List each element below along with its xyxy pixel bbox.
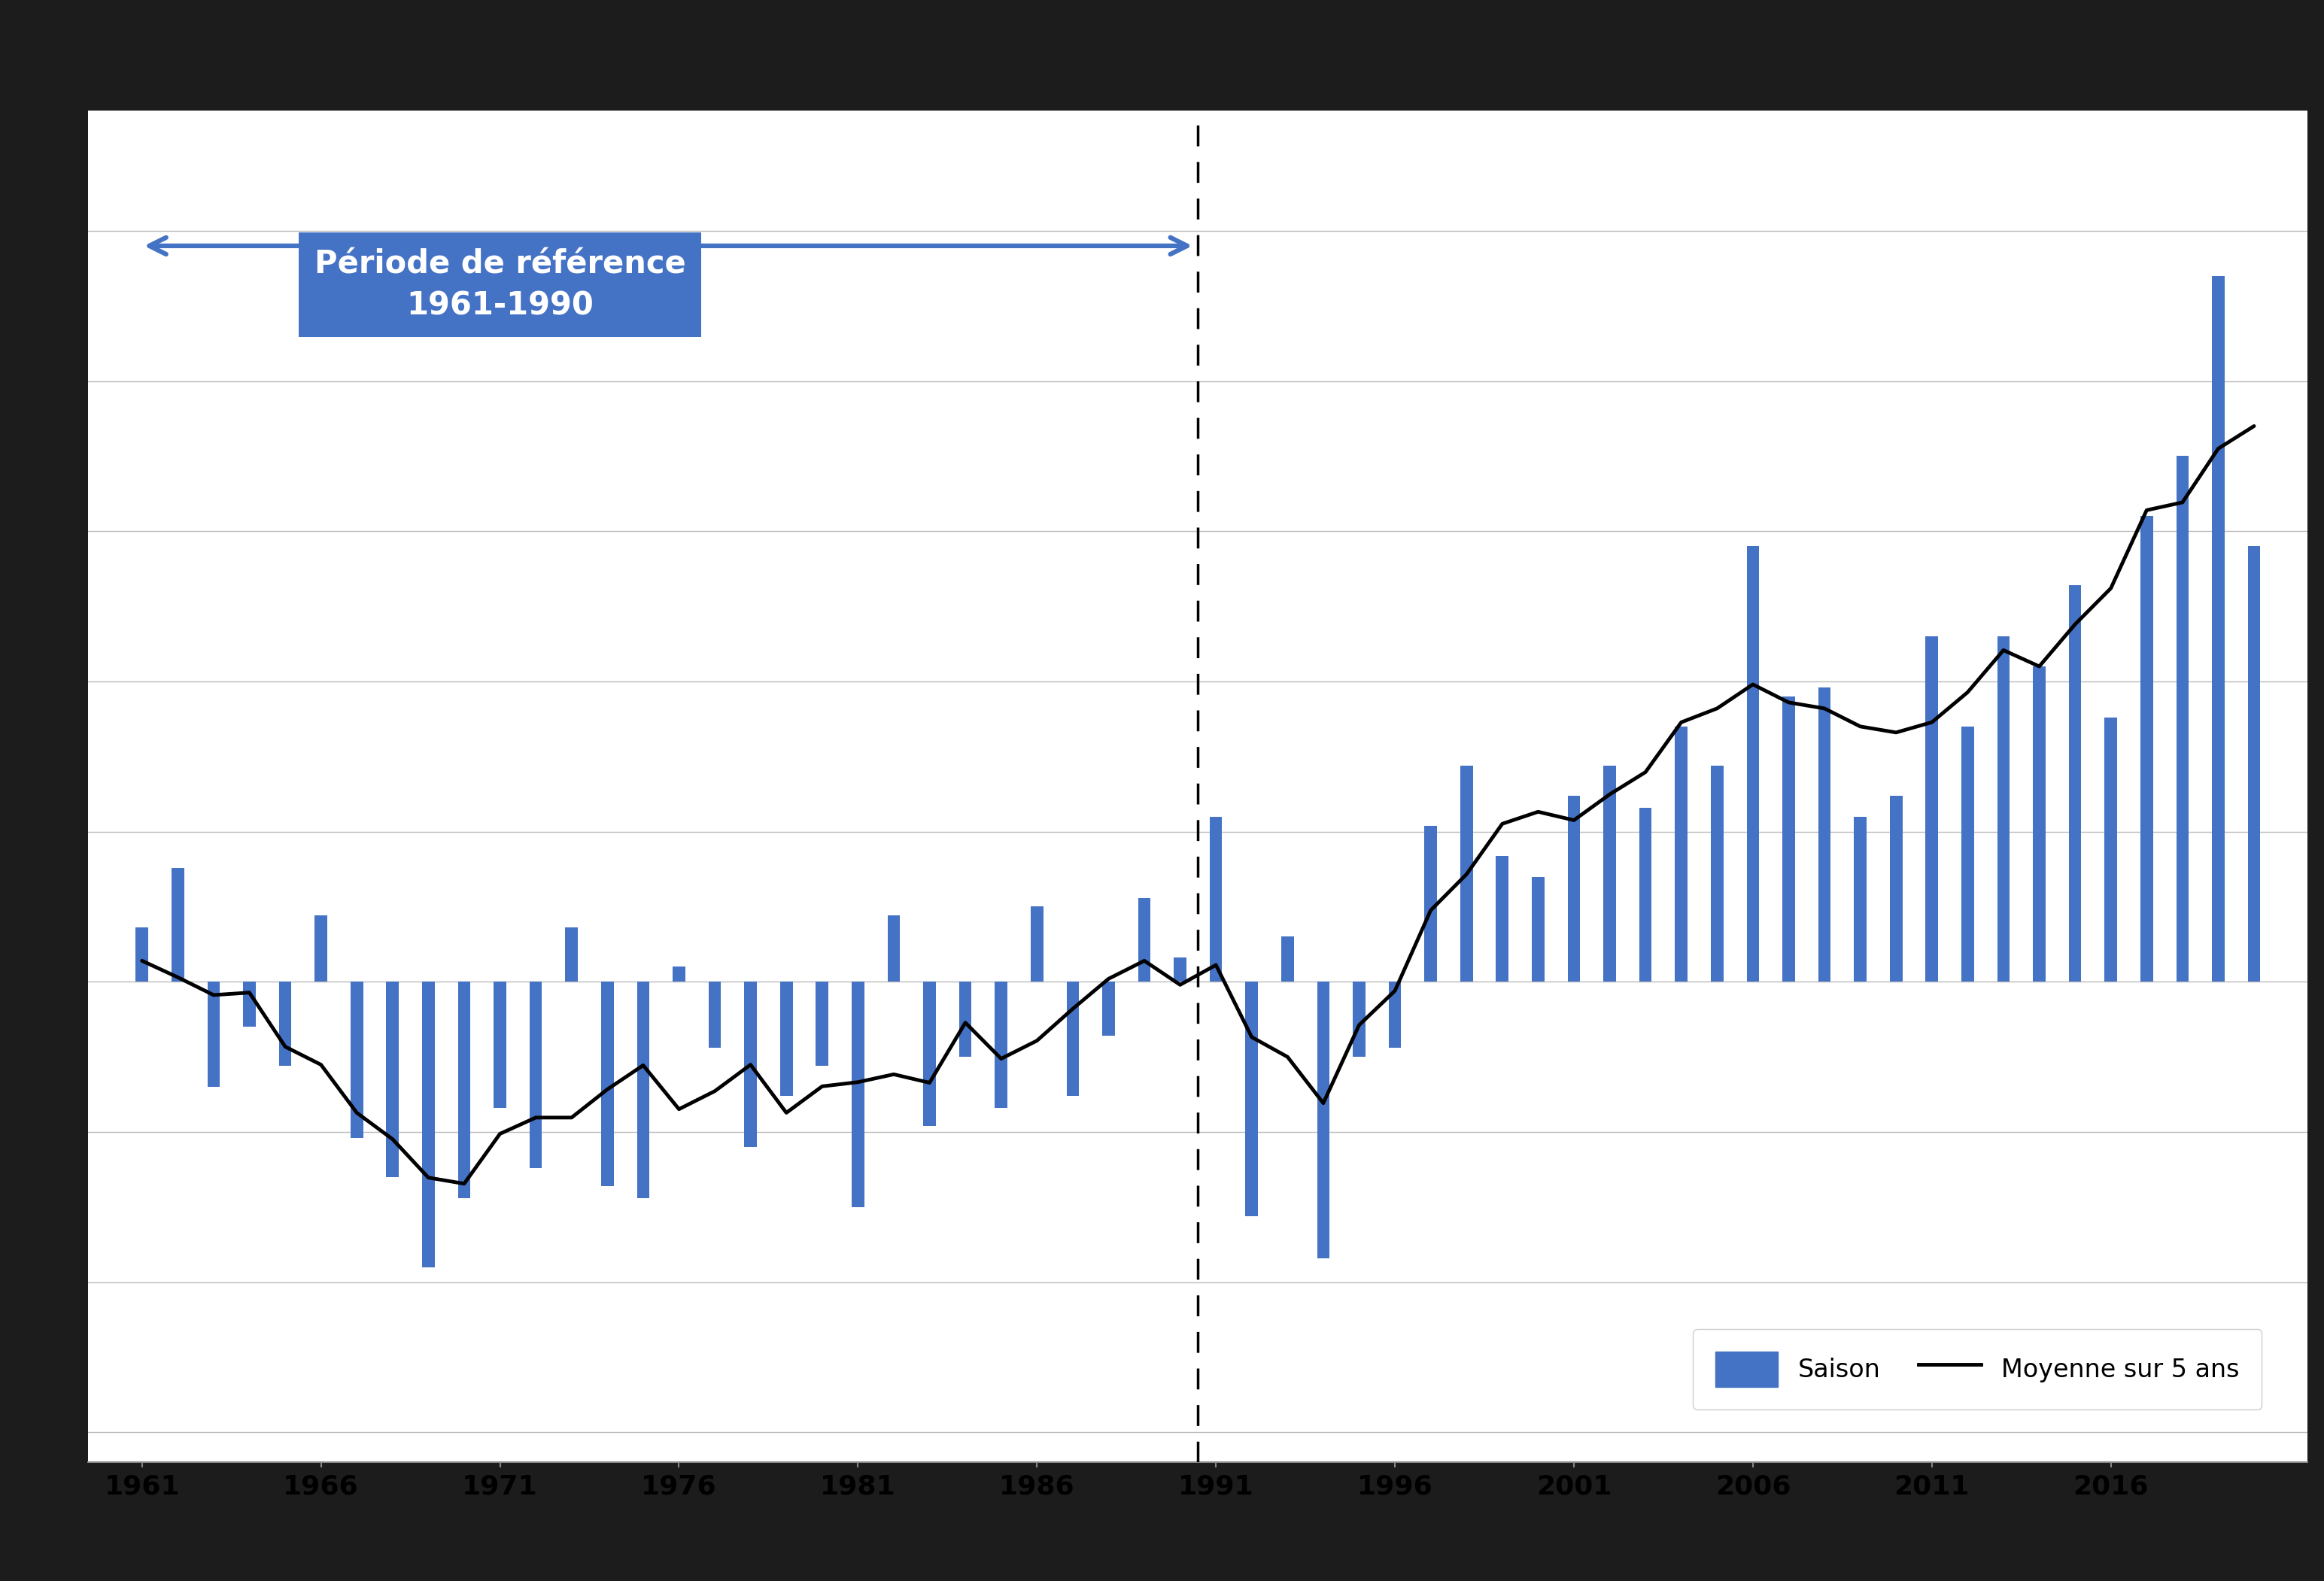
Bar bbox=[565, 928, 579, 982]
Bar bbox=[602, 982, 614, 1186]
Bar bbox=[1532, 876, 1545, 982]
Bar bbox=[2106, 718, 2117, 982]
Bar bbox=[1817, 688, 1831, 982]
Bar bbox=[1390, 982, 1401, 1048]
Bar bbox=[781, 982, 792, 1096]
Bar bbox=[2212, 277, 2224, 982]
Bar bbox=[1676, 727, 1687, 982]
Bar bbox=[709, 982, 720, 1048]
Bar bbox=[1604, 765, 1615, 982]
Bar bbox=[1174, 958, 1185, 982]
Bar bbox=[2175, 455, 2189, 982]
Bar bbox=[1961, 727, 1973, 982]
Bar bbox=[2247, 547, 2261, 982]
Bar bbox=[1318, 982, 1329, 1258]
Bar bbox=[851, 982, 865, 1208]
Bar bbox=[172, 868, 184, 982]
Bar bbox=[458, 982, 469, 1198]
Bar bbox=[1783, 696, 1794, 982]
Bar bbox=[1139, 898, 1150, 982]
Bar bbox=[207, 982, 221, 1088]
Bar bbox=[1030, 907, 1043, 982]
Bar bbox=[744, 982, 758, 1148]
Bar bbox=[1425, 825, 1436, 982]
Text: Période de référence
1961-1990: Période de référence 1961-1990 bbox=[314, 248, 686, 321]
Bar bbox=[960, 982, 971, 1058]
Bar bbox=[1996, 637, 2010, 982]
Bar bbox=[1246, 982, 1257, 1216]
Bar bbox=[995, 982, 1006, 1108]
Bar bbox=[1638, 808, 1652, 982]
Bar bbox=[923, 982, 937, 1126]
Bar bbox=[386, 982, 400, 1176]
Bar bbox=[279, 982, 290, 1066]
Bar bbox=[135, 928, 149, 982]
Bar bbox=[1748, 547, 1759, 982]
Bar bbox=[1927, 637, 1938, 982]
Bar bbox=[1889, 795, 1903, 982]
Bar bbox=[1710, 765, 1724, 982]
Bar bbox=[1211, 816, 1222, 982]
Bar bbox=[2140, 517, 2152, 982]
Bar bbox=[888, 915, 899, 982]
Bar bbox=[1569, 795, 1580, 982]
Bar bbox=[244, 982, 256, 1028]
Bar bbox=[1497, 855, 1508, 982]
Bar bbox=[493, 982, 507, 1108]
Bar bbox=[1855, 816, 1866, 982]
Bar bbox=[672, 966, 686, 982]
Bar bbox=[1353, 982, 1367, 1058]
Bar bbox=[637, 982, 648, 1198]
Bar bbox=[351, 982, 363, 1138]
Bar bbox=[423, 982, 435, 1268]
Bar bbox=[2068, 585, 2082, 982]
Bar bbox=[816, 982, 827, 1066]
Bar bbox=[1459, 765, 1473, 982]
Bar bbox=[1067, 982, 1078, 1096]
Bar bbox=[314, 915, 328, 982]
Bar bbox=[530, 982, 541, 1168]
Bar bbox=[1281, 936, 1294, 982]
Bar bbox=[1102, 982, 1116, 1036]
Legend: Saison, Moyenne sur 5 ans: Saison, Moyenne sur 5 ans bbox=[1692, 1328, 2261, 1409]
Bar bbox=[2034, 667, 2045, 982]
